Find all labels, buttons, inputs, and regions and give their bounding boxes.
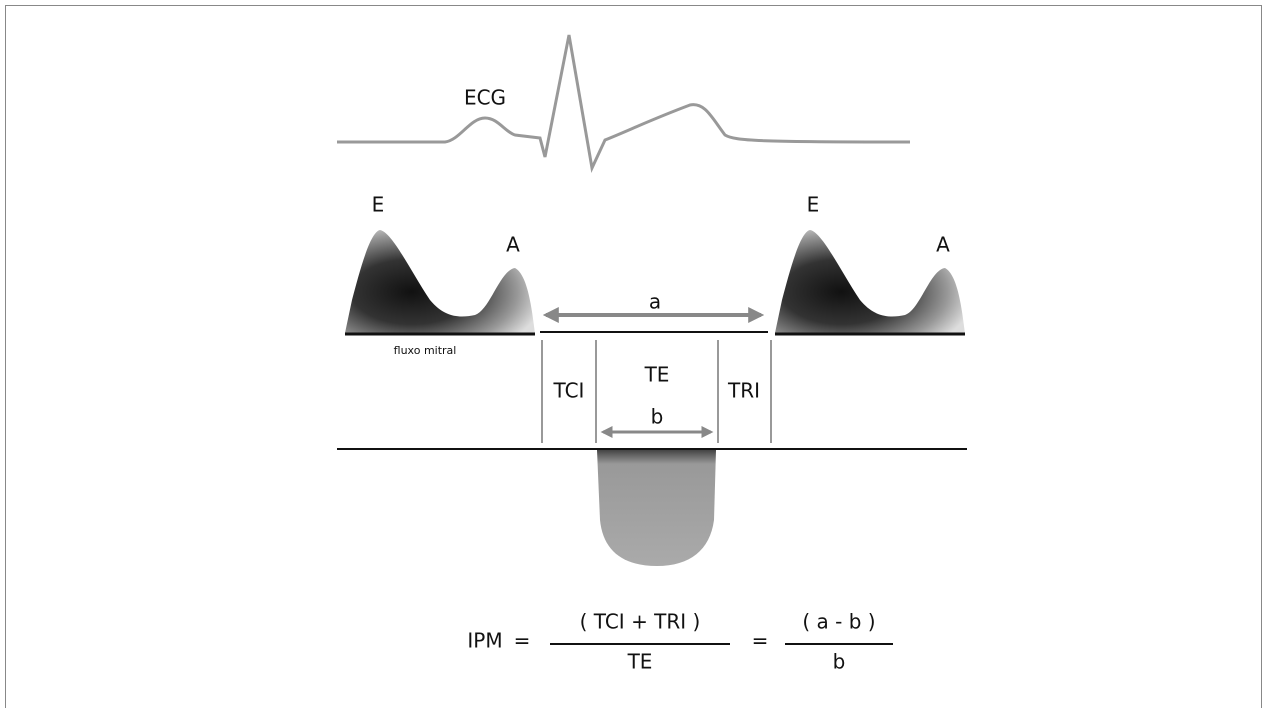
label-tci: TCI	[553, 379, 585, 403]
formula-numerator: ( a - b )	[802, 610, 875, 634]
label-tri: TRI	[727, 379, 760, 403]
a-wave-label-right: A	[936, 233, 950, 257]
e-wave-label-right: E	[807, 193, 820, 217]
aortic-doppler	[597, 450, 716, 566]
a-wave-label-left: A	[506, 233, 520, 257]
label-b: b	[651, 405, 664, 429]
formula-denominator: TE	[627, 650, 653, 674]
formula-denominator: b	[833, 650, 846, 674]
formula-lhs: IPM	[467, 629, 502, 653]
formula-numerator: ( TCI + TRI )	[580, 610, 701, 634]
formula-equals: =	[514, 629, 531, 653]
ecg-trace	[337, 35, 910, 168]
label-a: a	[649, 290, 661, 314]
formula-equals: =	[752, 629, 769, 653]
label-te: TE	[644, 363, 670, 387]
diagram: ECG E A fluxo mitral E A a TCI TE TRI b …	[0, 0, 1267, 708]
e-wave-label-left: E	[372, 193, 385, 217]
mitral-caption: fluxo mitral	[394, 344, 457, 357]
ecg-label: ECG	[464, 86, 506, 110]
frame	[6, 6, 1262, 708]
